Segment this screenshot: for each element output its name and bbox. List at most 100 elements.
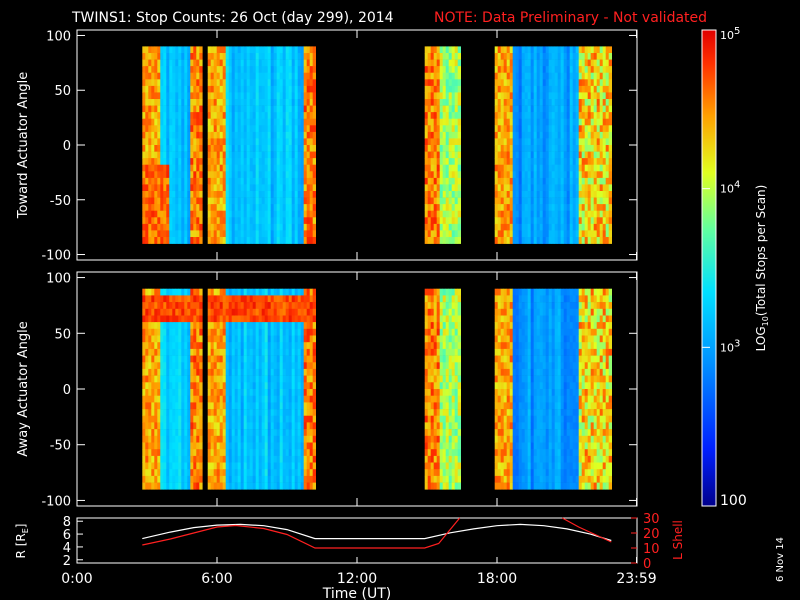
heatmap-cell: [169, 328, 173, 336]
heatmap-cell: [602, 85, 606, 93]
heatmap-cell: [243, 158, 247, 165]
heatmap-cell: [178, 315, 182, 323]
heatmap-cell: [294, 118, 298, 126]
heatmap-cell: [148, 415, 152, 423]
heatmap-cell: [199, 482, 203, 490]
heatmap-cell: [518, 46, 522, 54]
heatmap-cell: [533, 72, 537, 80]
heatmap-cell: [219, 475, 223, 483]
heatmap-cell: [288, 382, 292, 390]
heatmap-cell: [228, 455, 232, 463]
heatmap-cell: [590, 92, 594, 100]
heatmap-cell: [145, 422, 149, 430]
heatmap-cell: [509, 204, 513, 211]
heatmap-cell: [430, 355, 434, 363]
heatmap-cell: [276, 92, 280, 100]
heatmap-cell: [448, 46, 452, 54]
heatmap-cell: [175, 375, 179, 383]
heatmap-cell: [551, 99, 555, 106]
heatmap-cell: [303, 348, 307, 356]
heatmap-cell: [294, 482, 298, 490]
heatmap-cell: [172, 217, 176, 225]
heatmap-cell: [530, 66, 534, 73]
heatmap-cell: [172, 335, 176, 343]
heatmap-cell: [288, 53, 292, 60]
heatmap-cell: [228, 217, 232, 225]
heatmap-cell: [187, 151, 191, 159]
heatmap-cell: [448, 223, 452, 231]
heatmap-cell: [157, 348, 161, 356]
heatmap-cell: [151, 335, 155, 343]
heatmap-cell: [294, 46, 298, 54]
heatmap-cell: [503, 125, 507, 133]
heatmap-cell: [306, 105, 310, 113]
heatmap-cell: [261, 288, 265, 296]
heatmap-cell: [181, 415, 185, 423]
heatmap-cell: [282, 85, 286, 93]
heatmap-cell: [261, 409, 265, 417]
heatmap-cell: [569, 191, 573, 198]
heatmap-cell: [225, 355, 229, 363]
heatmap-cell: [533, 138, 537, 146]
heatmap-cell: [584, 85, 588, 93]
heatmap-cell: [255, 322, 259, 330]
heatmap-cell: [536, 217, 540, 225]
heatmap-cell: [442, 66, 446, 73]
heatmap-cell: [497, 164, 501, 172]
heatmap-cell: [294, 368, 298, 376]
heatmap-cell: [276, 462, 280, 470]
heatmap-cell: [527, 72, 531, 80]
heatmap-cell: [166, 138, 170, 146]
heatmap-cell: [148, 158, 152, 165]
heatmap-cell: [294, 237, 298, 244]
heatmap-cell: [448, 210, 452, 218]
heatmap-cell: [225, 191, 229, 198]
heatmap-cell: [542, 118, 546, 126]
heatmap-cell: [448, 72, 452, 80]
heatmap-cell: [255, 295, 259, 303]
heatmap-cell: [154, 145, 158, 152]
heatmap-cell: [267, 449, 271, 457]
heatmap-cell: [506, 230, 510, 238]
heatmap-cell: [267, 223, 271, 231]
heatmap-cell: [216, 475, 220, 483]
heatmap-cell: [187, 164, 191, 172]
heatmap-cell: [451, 105, 455, 113]
heatmap-cell: [590, 72, 594, 80]
heatmap-cell: [569, 151, 573, 159]
heatmap-cell: [551, 112, 555, 119]
heatmap-cell: [210, 402, 214, 410]
heatmap-cell: [219, 59, 223, 67]
heatmap-cell: [309, 295, 313, 303]
heatmap-cell: [273, 442, 277, 450]
heatmap-cell: [207, 85, 211, 93]
heatmap-cell: [240, 342, 244, 350]
heatmap-cell: [424, 368, 428, 376]
heatmap-cell: [246, 389, 250, 396]
heatmap-cell: [157, 435, 161, 443]
heatmap-cell: [222, 368, 226, 376]
heatmap-cell: [142, 375, 146, 383]
heatmap-cell: [193, 145, 197, 152]
heatmap-cell: [255, 177, 259, 185]
heatmap-cell: [213, 53, 217, 60]
heatmap-cell: [273, 368, 277, 376]
heatmap-cell: [433, 85, 437, 93]
heatmap-cell: [148, 217, 152, 225]
heatmap-cell: [608, 164, 612, 172]
heatmap-cell: [172, 131, 176, 139]
heatmap-cell: [593, 204, 597, 211]
heatmap-cell: [172, 151, 176, 159]
heatmap-cell: [261, 164, 265, 172]
heatmap-cell: [145, 402, 149, 410]
heatmap-cell: [563, 230, 567, 238]
heatmap-cell: [154, 158, 158, 165]
heatmap-cell: [249, 295, 253, 303]
heatmap-cell: [258, 348, 262, 356]
heatmap-cell: [222, 158, 226, 165]
heatmap-cell: [303, 482, 307, 490]
heatmap-cell: [157, 223, 161, 231]
heatmap-cell: [157, 145, 161, 152]
heatmap-cell: [216, 368, 220, 376]
heatmap-cell: [554, 204, 558, 211]
